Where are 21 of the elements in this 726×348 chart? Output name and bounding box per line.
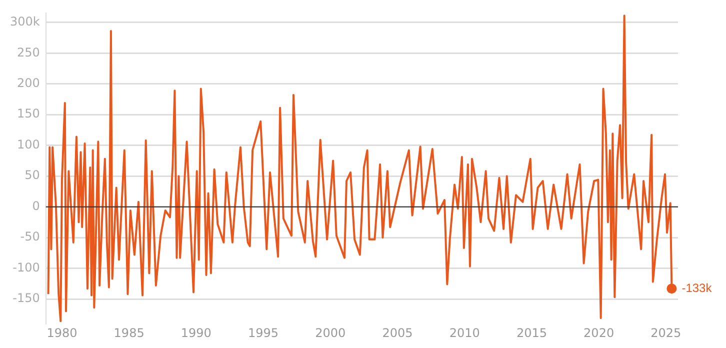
- y-tick-label: 50: [24, 168, 40, 182]
- x-tick-label: 2000: [315, 326, 346, 340]
- x-tick-label: 2020: [584, 326, 614, 340]
- y-tick-label: -150: [12, 291, 40, 306]
- y-tick-label: 150: [16, 106, 40, 121]
- y-tick-label: 0: [32, 198, 40, 213]
- x-tick-label: 1980: [46, 326, 78, 340]
- x-tick-label: 2015: [516, 326, 547, 340]
- y-tick-label: 100: [16, 137, 40, 152]
- y-tick-label: 300k: [10, 14, 40, 29]
- y-tick-label: -50: [20, 230, 40, 244]
- y-tick-label: -100: [12, 260, 40, 274]
- x-tick-label: 1990: [180, 326, 212, 340]
- x-tick-label: 2005: [382, 326, 413, 340]
- x-tick-label: 1985: [114, 326, 144, 340]
- x-tick-label: 2025: [650, 326, 682, 340]
- x-tick-label: 2010: [449, 326, 480, 340]
- y-tick-label: 250: [16, 45, 40, 60]
- annotation: -133k: [682, 280, 713, 295]
- x-tick-label: 1995: [248, 326, 279, 340]
- y-tick-label: 200: [16, 76, 40, 90]
